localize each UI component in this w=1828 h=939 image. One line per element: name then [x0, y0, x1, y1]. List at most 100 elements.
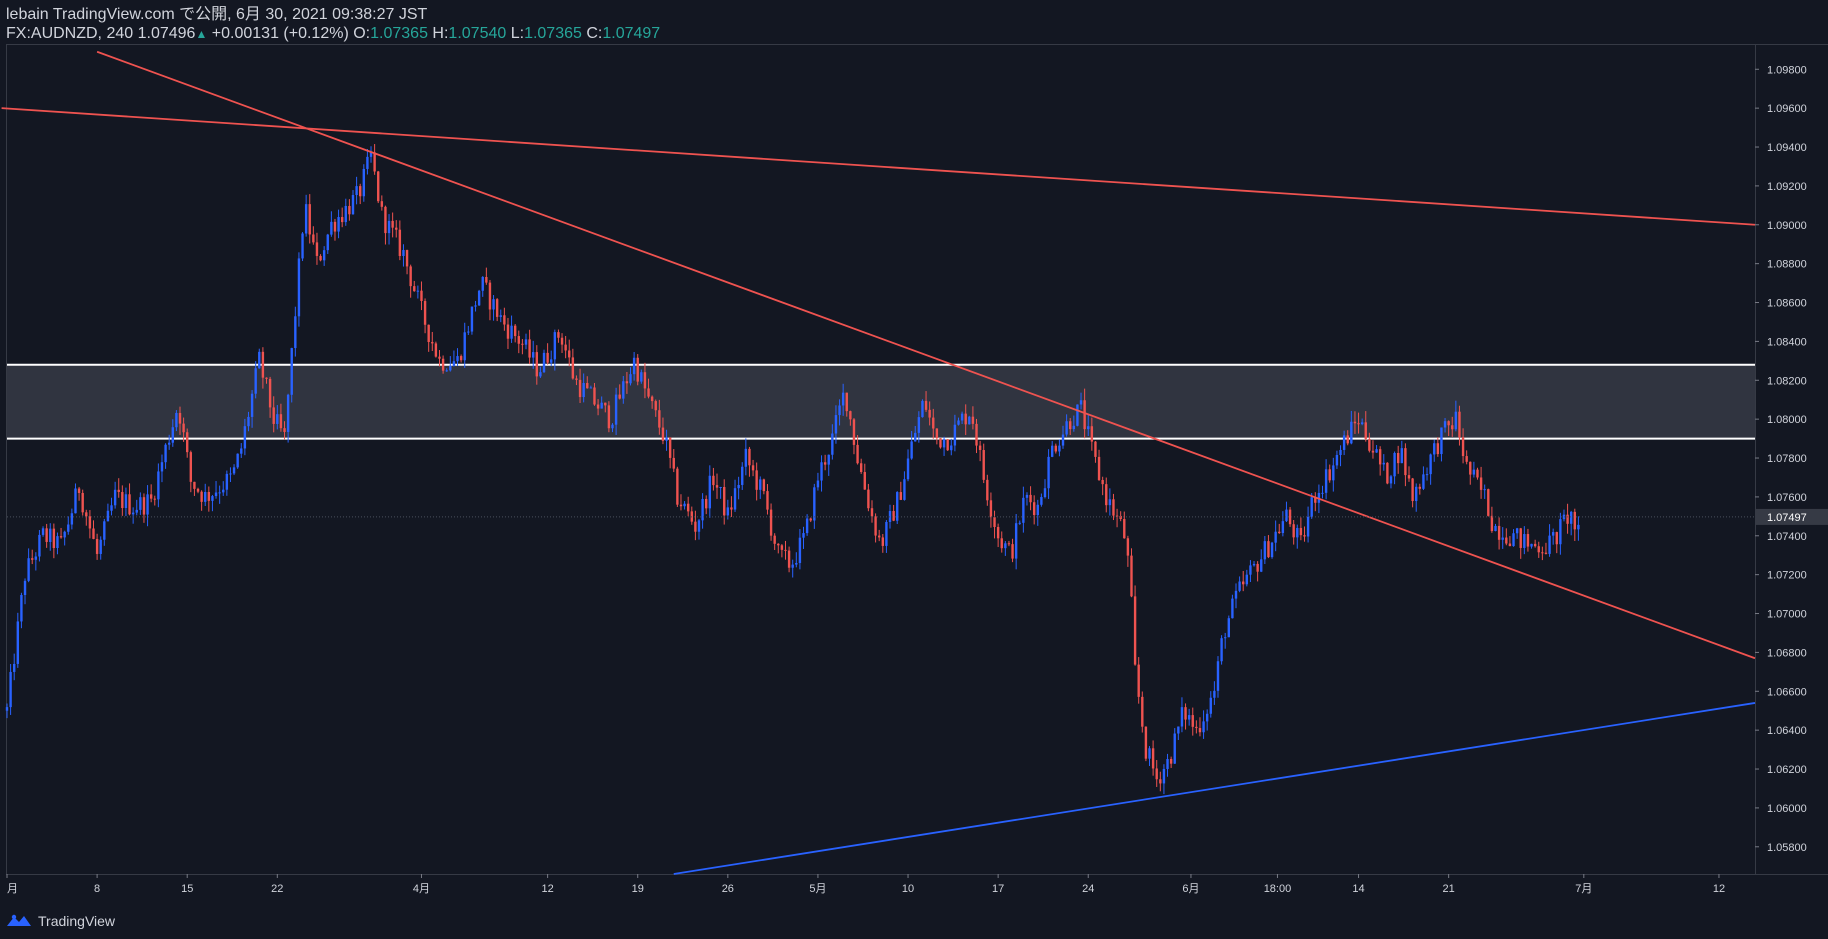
- symbol-label[interactable]: FX:AUDNZD, 240: [6, 25, 134, 42]
- candle-body: [640, 372, 643, 382]
- candle-body: [459, 356, 463, 361]
- candle-body: [1335, 454, 1339, 466]
- candle-body: [488, 282, 492, 310]
- y-tick-label: 1.09400: [1767, 142, 1807, 154]
- candle-body: [207, 491, 211, 501]
- candle-body: [557, 332, 560, 338]
- candle-body: [650, 396, 654, 402]
- candle-body: [1425, 474, 1429, 476]
- candle-body: [1223, 637, 1227, 639]
- candle-body: [769, 509, 773, 536]
- candle-body: [99, 539, 102, 554]
- candle-body: [705, 498, 708, 509]
- candle-body: [914, 432, 917, 442]
- candle-body: [1551, 532, 1555, 536]
- candle-body: [128, 494, 131, 515]
- candle-body: [5, 707, 9, 711]
- candle-body: [294, 316, 297, 349]
- candle-body: [730, 507, 733, 510]
- candle-body: [52, 528, 56, 549]
- candle-body: [773, 535, 776, 544]
- candle-body: [340, 217, 344, 223]
- candle-body: [856, 444, 859, 464]
- candle-body: [85, 512, 88, 517]
- candle-body: [254, 368, 257, 394]
- candle-body: [791, 564, 794, 568]
- candle-body: [279, 414, 283, 429]
- candle-body: [337, 217, 340, 232]
- candle-body: [308, 204, 311, 235]
- candle-body: [733, 488, 737, 510]
- candle-body: [13, 663, 16, 672]
- x-tick-label: 月: [7, 883, 18, 895]
- candle-body: [1087, 426, 1090, 430]
- candle-body: [1126, 538, 1130, 556]
- candle-body: [892, 511, 895, 521]
- candle-body: [74, 488, 77, 514]
- candle-body: [888, 511, 892, 522]
- candle-body: [751, 465, 755, 471]
- candle-body: [1541, 552, 1544, 554]
- candle-body: [683, 503, 686, 507]
- candle-body: [928, 409, 931, 418]
- candle-body: [1342, 435, 1346, 450]
- candle-body: [1353, 421, 1357, 424]
- candle-body: [377, 171, 380, 202]
- candle-body: [1537, 546, 1540, 553]
- candle-body: [214, 492, 218, 497]
- candle-body: [452, 361, 456, 366]
- candle-body: [1159, 779, 1162, 784]
- candle-body: [67, 524, 70, 532]
- candle-body: [1173, 733, 1176, 764]
- candle-body: [780, 545, 784, 550]
- candle-body: [272, 407, 275, 424]
- close-label: C:: [586, 25, 603, 42]
- candle-body: [942, 439, 946, 448]
- change-text: +0.00131 (+0.12%): [211, 25, 349, 42]
- candle-body: [1148, 748, 1151, 759]
- candle-body: [20, 595, 23, 622]
- candle-body: [582, 383, 585, 398]
- candles-layer: [5, 144, 1580, 795]
- candle-body: [481, 276, 484, 291]
- candle-body: [715, 485, 719, 488]
- candle-body: [1526, 534, 1530, 547]
- candle-body: [362, 168, 366, 197]
- candle-body: [196, 488, 200, 492]
- candle-body: [539, 372, 542, 377]
- candle-body: [1184, 707, 1187, 720]
- candle-body: [1123, 518, 1126, 539]
- candle-body: [896, 492, 899, 521]
- candle-body: [283, 428, 286, 432]
- candle-body: [1472, 469, 1476, 475]
- candle-body: [1162, 768, 1166, 784]
- candle-body: [723, 486, 726, 516]
- candle-body: [149, 494, 153, 499]
- candle-body: [106, 510, 110, 522]
- candle-body: [139, 497, 142, 510]
- candle-body: [708, 475, 712, 509]
- trendline-blue: [673, 702, 1756, 875]
- candle-body: [326, 234, 329, 251]
- last-price-text: 1.07496: [137, 25, 196, 42]
- candle-body: [477, 290, 481, 306]
- candle-body: [863, 472, 866, 490]
- candle-body: [243, 426, 247, 449]
- candle-body: [416, 290, 420, 292]
- candle-body: [996, 526, 1000, 539]
- candle-body: [816, 480, 820, 488]
- candle-body: [204, 491, 207, 502]
- candle-body: [1195, 726, 1198, 729]
- candle-body: [240, 448, 243, 454]
- candle-body: [1256, 563, 1259, 572]
- candle-body: [1461, 437, 1465, 457]
- candle-body: [513, 325, 517, 337]
- candle-body: [686, 503, 690, 512]
- candle-body: [510, 325, 513, 339]
- candle-body: [1512, 533, 1515, 547]
- candle-body: [1303, 535, 1306, 537]
- candle-body: [813, 487, 816, 521]
- candle-body: [344, 205, 347, 223]
- footer-brand[interactable]: TradingView: [6, 910, 115, 932]
